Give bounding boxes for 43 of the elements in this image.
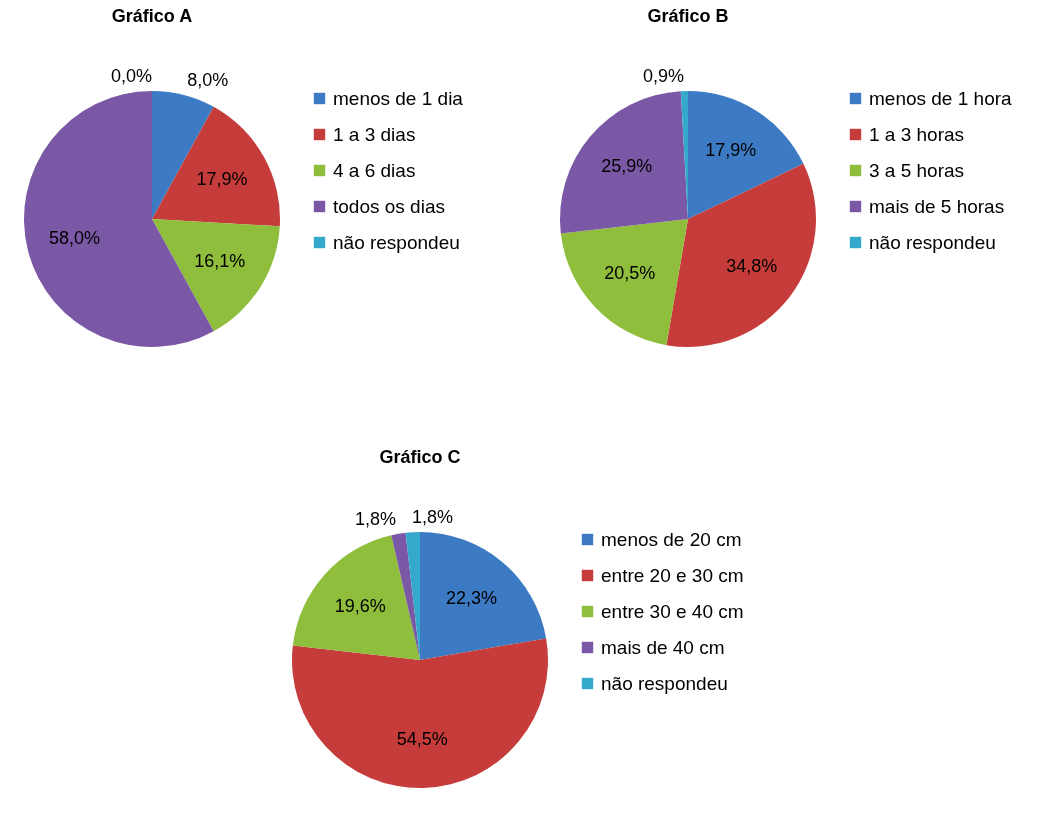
pie-slice: [152, 219, 280, 332]
data-label: 22,3%: [446, 587, 498, 608]
pie-slice: [666, 163, 816, 347]
data-label: 8,0%: [187, 70, 229, 91]
legend-label: 4 a 6 dias: [333, 159, 416, 181]
chart-title: Gráfico A: [111, 6, 193, 26]
legend-label: menos de 1 dia: [333, 87, 464, 109]
data-label: 1,8%: [354, 509, 397, 530]
data-label: 54,5%: [396, 728, 448, 749]
data-label: 17,9%: [196, 169, 248, 190]
data-label: 16,1%: [194, 250, 246, 271]
legend-label: menos de 1 hora: [869, 87, 1013, 109]
legend-label: mais de 40 cm: [601, 636, 725, 658]
data-label: 34,8%: [726, 256, 778, 277]
pie-slice: [292, 535, 420, 660]
legend-label: entre 20 e 30 cm: [601, 564, 744, 586]
legend-label: não respondeu: [601, 672, 728, 694]
data-label: 25,9%: [601, 156, 653, 177]
pie-slice: [420, 532, 547, 660]
pie-slice: [292, 638, 548, 788]
data-label: 19,6%: [334, 595, 386, 616]
legend-label: não respondeu: [869, 231, 996, 253]
data-label: 17,9%: [705, 140, 757, 161]
chart-title: Gráfico C: [379, 447, 461, 468]
legend-label: 1 a 3 horas: [869, 123, 965, 145]
data-label: 20,5%: [604, 262, 656, 283]
data-label: 1,8%: [411, 507, 454, 528]
legend-label: entre 30 e 40 cm: [601, 600, 744, 622]
pie-slice: [688, 91, 804, 219]
pie-slice: [152, 106, 280, 227]
legend-label: não respondeu: [333, 231, 460, 253]
chart-title: Gráfico B: [647, 6, 729, 27]
pie-slice: [560, 219, 688, 346]
legend-label: 3 a 5 horas: [869, 159, 965, 181]
pie-slice: [391, 532, 420, 660]
pie-slice: [560, 91, 688, 234]
legend-label: mais de 5 horas: [869, 195, 1005, 217]
data-label: 58,0%: [48, 227, 101, 248]
data-label: 0,9%: [642, 66, 684, 87]
text: 0,0%: [110, 66, 152, 86]
legend-label: menos de 20 cm: [601, 528, 742, 550]
legend-label: todos os dias: [333, 195, 445, 217]
legend-label: 1 a 3 dias: [333, 123, 416, 145]
